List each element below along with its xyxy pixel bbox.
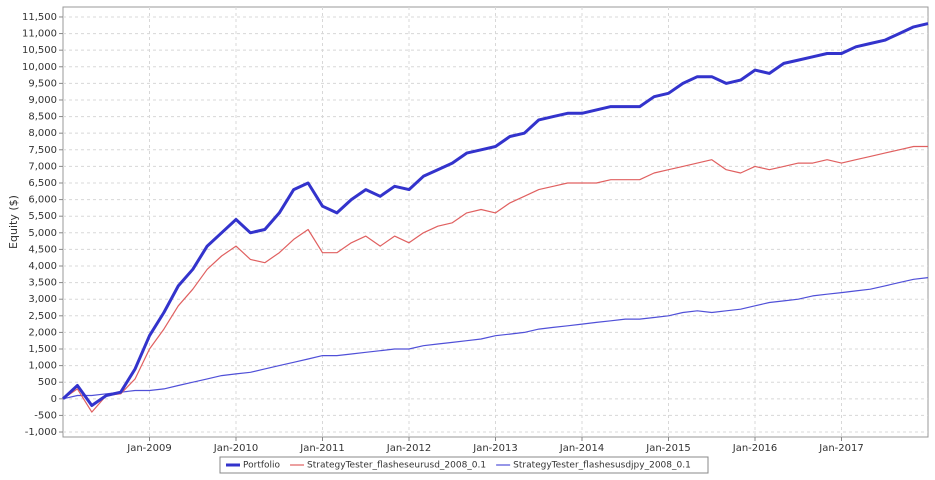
y-axis-label: Equity ($): [7, 195, 20, 249]
y-tick-label: -500: [34, 410, 57, 421]
x-tick-label: Jan-2009: [126, 443, 171, 454]
plot-area: [62, 6, 929, 438]
y-tick-label: 9,500: [28, 78, 57, 89]
series-line: [62, 277, 929, 400]
y-tick-label: 10,500: [22, 45, 57, 56]
series-line: [62, 145, 928, 413]
legend-label: StrategyTester_flashesusdjpy_2008_0.1: [513, 461, 691, 471]
x-tick-label: Jan-2012: [386, 443, 431, 454]
series-line: [61, 22, 929, 407]
y-tick-label: 8,500: [28, 112, 57, 123]
y-tick-label: 11,500: [22, 12, 57, 23]
y-tick-label: 1,500: [28, 344, 57, 355]
y-tick-label: 6,500: [28, 178, 57, 189]
x-tick-label: Jan-2016: [732, 443, 777, 454]
y-tick-label: 5,500: [28, 211, 57, 222]
y-tick-label: 10,000: [22, 62, 57, 73]
y-tick-label: 0: [51, 394, 57, 405]
x-tick-label: Jan-2010: [213, 443, 258, 454]
y-tick-label: 3,000: [28, 294, 57, 305]
y-tick-label: 2,500: [28, 311, 57, 322]
y-tick-label: 6,000: [28, 195, 57, 206]
x-tick-label: Jan-2011: [299, 443, 344, 454]
y-tick-label: 7,000: [28, 161, 57, 172]
y-tick-label: 7,500: [28, 145, 57, 156]
x-tick-label: Jan-2017: [818, 443, 863, 454]
legend: [219, 456, 709, 474]
y-tick-label: 4,500: [28, 244, 57, 255]
x-tick-label: Jan-2014: [559, 443, 604, 454]
y-tick-label: 9,000: [28, 95, 57, 106]
y-tick-label: 1,000: [28, 361, 57, 372]
x-tick-label: Jan-2015: [645, 443, 690, 454]
x-tick-label: Jan-2013: [472, 443, 517, 454]
y-tick-label: 3,500: [28, 278, 57, 289]
y-tick-label: 8,000: [28, 128, 57, 139]
y-tick-label: 4,000: [28, 261, 57, 272]
y-tick-label: 5,000: [28, 228, 57, 239]
y-tick-label: 2,000: [28, 327, 57, 338]
y-tick-label: -1,000: [25, 427, 57, 438]
y-tick-label: 11,000: [22, 29, 57, 40]
y-tick-label: 500: [38, 377, 57, 388]
legend-label: StrategyTester_flasheseurusd_2008_0.1: [307, 461, 486, 471]
legend-label: Portfolio: [243, 461, 281, 471]
